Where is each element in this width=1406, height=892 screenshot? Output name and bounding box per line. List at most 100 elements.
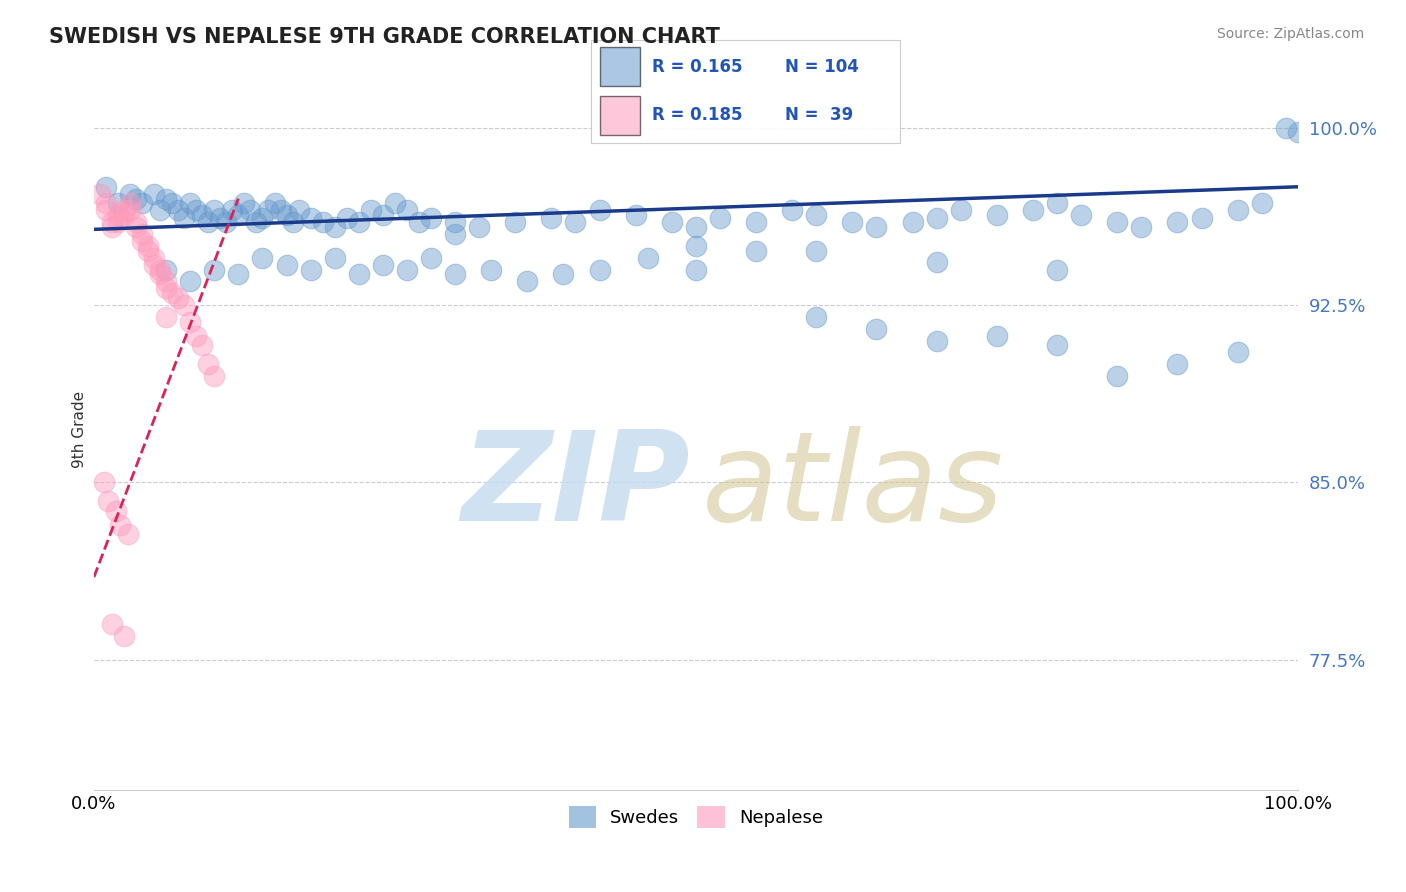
- Point: [136, 239, 159, 253]
- Point: [685, 239, 707, 253]
- Point: [179, 315, 201, 329]
- Point: [160, 286, 183, 301]
- Point: [1107, 369, 1129, 384]
- Point: [408, 215, 430, 229]
- Point: [202, 369, 225, 384]
- Point: [117, 527, 139, 541]
- Point: [1070, 208, 1092, 222]
- Point: [925, 334, 948, 348]
- Point: [588, 203, 610, 218]
- Point: [125, 215, 148, 229]
- Point: [215, 215, 238, 229]
- Point: [588, 262, 610, 277]
- Point: [564, 215, 586, 229]
- Point: [384, 196, 406, 211]
- Point: [420, 251, 443, 265]
- Point: [186, 328, 208, 343]
- Point: [149, 203, 172, 218]
- Point: [444, 215, 467, 229]
- Point: [110, 518, 132, 533]
- Point: [155, 310, 177, 324]
- Text: R = 0.165: R = 0.165: [652, 58, 742, 76]
- Point: [637, 251, 659, 265]
- Point: [901, 215, 924, 229]
- Point: [1107, 215, 1129, 229]
- Point: [221, 203, 243, 218]
- Point: [925, 211, 948, 225]
- Point: [299, 211, 322, 225]
- Point: [118, 203, 141, 218]
- Point: [202, 203, 225, 218]
- Point: [186, 203, 208, 218]
- Point: [118, 186, 141, 201]
- Point: [276, 258, 298, 272]
- Legend: Swedes, Nepalese: Swedes, Nepalese: [561, 798, 830, 835]
- Point: [865, 321, 887, 335]
- Point: [1130, 219, 1153, 234]
- Point: [93, 475, 115, 490]
- Point: [143, 251, 166, 265]
- Point: [1226, 345, 1249, 359]
- Point: [228, 208, 250, 222]
- Point: [986, 208, 1008, 222]
- Point: [1250, 196, 1272, 211]
- Point: [371, 258, 394, 272]
- Point: [101, 219, 124, 234]
- Point: [94, 179, 117, 194]
- Point: [107, 196, 129, 211]
- Text: atlas: atlas: [702, 426, 1004, 548]
- Point: [263, 196, 285, 211]
- Point: [806, 310, 828, 324]
- Point: [155, 262, 177, 277]
- Point: [191, 338, 214, 352]
- Point: [252, 251, 274, 265]
- Point: [125, 219, 148, 234]
- Point: [479, 262, 502, 277]
- Point: [1046, 196, 1069, 211]
- Point: [745, 244, 768, 258]
- Point: [149, 268, 172, 282]
- Point: [420, 211, 443, 225]
- Point: [347, 215, 370, 229]
- Point: [112, 629, 135, 643]
- Point: [1286, 125, 1309, 139]
- Point: [209, 211, 232, 225]
- Point: [233, 196, 256, 211]
- Point: [112, 208, 135, 222]
- Point: [101, 215, 124, 229]
- Point: [125, 192, 148, 206]
- Point: [136, 244, 159, 258]
- Point: [281, 215, 304, 229]
- Point: [1046, 338, 1069, 352]
- Point: [299, 262, 322, 277]
- Point: [107, 208, 129, 222]
- Point: [228, 268, 250, 282]
- Point: [395, 262, 418, 277]
- Point: [89, 186, 111, 201]
- Point: [806, 208, 828, 222]
- Point: [841, 215, 863, 229]
- Point: [149, 262, 172, 277]
- Point: [709, 211, 731, 225]
- Point: [287, 203, 309, 218]
- Point: [131, 196, 153, 211]
- Point: [347, 268, 370, 282]
- Point: [94, 196, 117, 211]
- Point: [131, 227, 153, 241]
- Point: [323, 219, 346, 234]
- FancyBboxPatch shape: [600, 95, 640, 135]
- Point: [167, 203, 190, 218]
- Point: [1275, 120, 1298, 135]
- Point: [540, 211, 562, 225]
- Point: [503, 215, 526, 229]
- Point: [806, 244, 828, 258]
- Point: [685, 219, 707, 234]
- Point: [1046, 262, 1069, 277]
- Point: [270, 203, 292, 218]
- Point: [252, 211, 274, 225]
- Point: [444, 268, 467, 282]
- Point: [131, 234, 153, 248]
- Point: [685, 262, 707, 277]
- Point: [745, 215, 768, 229]
- Point: [661, 215, 683, 229]
